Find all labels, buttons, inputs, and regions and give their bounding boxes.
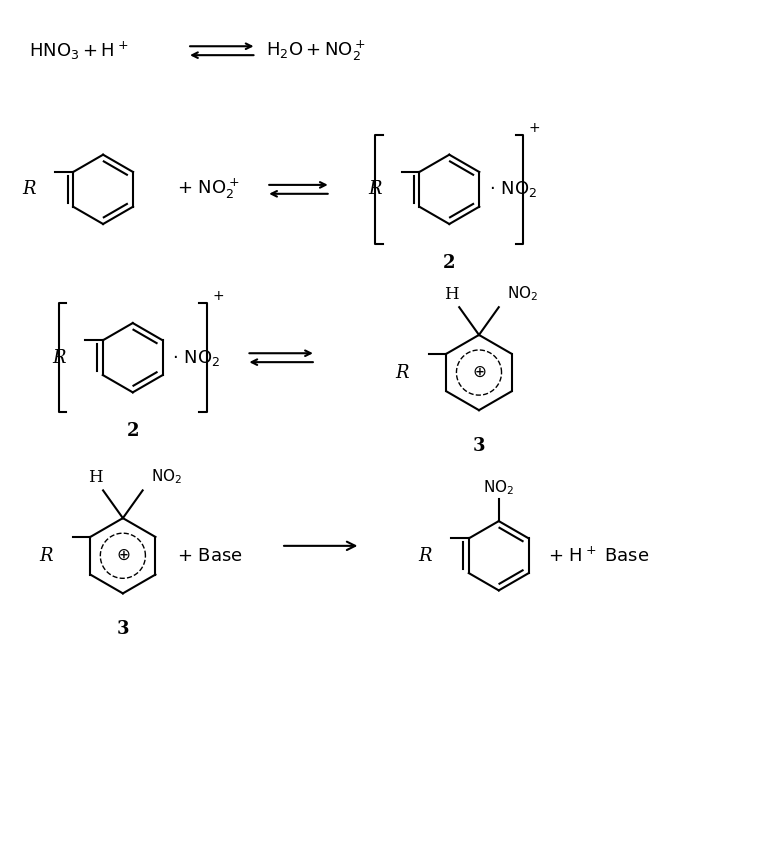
Text: R: R — [395, 363, 408, 381]
Text: $\mathrm{NO_2}$: $\mathrm{NO_2}$ — [151, 468, 182, 487]
Text: R: R — [22, 180, 36, 198]
Text: H: H — [444, 286, 459, 303]
Text: $\mathrm{+ \ H^+ \ Base}$: $\mathrm{+ \ H^+ \ Base}$ — [548, 546, 649, 566]
Text: 2: 2 — [127, 422, 139, 440]
Text: 2: 2 — [443, 254, 455, 272]
Text: $\mathrm{+ \ NO_2^+}$: $\mathrm{+ \ NO_2^+}$ — [178, 177, 240, 201]
Text: $\oplus$: $\oplus$ — [116, 548, 130, 564]
Text: $\mathrm{+ \ Base}$: $\mathrm{+ \ Base}$ — [178, 547, 243, 565]
Text: R: R — [418, 547, 432, 565]
Text: 3: 3 — [117, 620, 129, 638]
Text: $\mathrm{NO_2}$: $\mathrm{NO_2}$ — [483, 478, 514, 497]
Text: $\mathrm{\cdot \ NO_2}$: $\mathrm{\cdot \ NO_2}$ — [489, 179, 537, 200]
Text: $\mathrm{NO_2}$: $\mathrm{NO_2}$ — [506, 285, 538, 303]
Text: $\mathrm{H_2O + NO_2^+}$: $\mathrm{H_2O + NO_2^+}$ — [266, 39, 366, 63]
Text: 3: 3 — [472, 437, 486, 455]
Text: R: R — [368, 180, 382, 198]
Text: $\mathrm{\cdot \ NO_2}$: $\mathrm{\cdot \ NO_2}$ — [172, 348, 221, 368]
Text: $\mathrm{+}$: $\mathrm{+}$ — [212, 289, 224, 303]
Text: H: H — [88, 470, 103, 487]
Text: R: R — [39, 547, 52, 565]
Text: $\mathrm{+}$: $\mathrm{+}$ — [529, 121, 540, 135]
Text: R: R — [52, 349, 66, 367]
Text: $\mathrm{HNO_3 + H^+}$: $\mathrm{HNO_3 + H^+}$ — [29, 39, 128, 62]
Text: $\oplus$: $\oplus$ — [472, 364, 486, 381]
